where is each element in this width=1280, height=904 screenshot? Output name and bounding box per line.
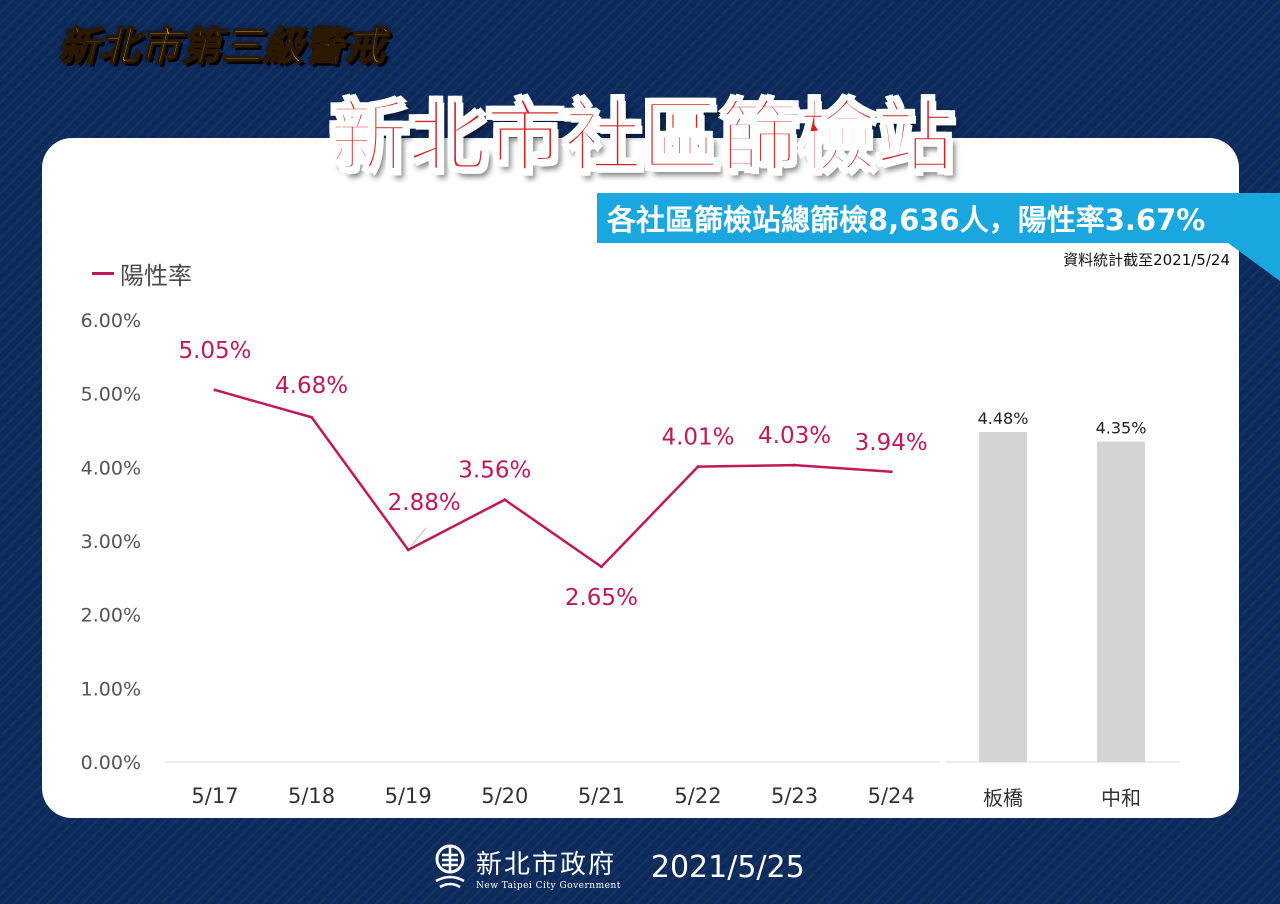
y-tick-label: 5.00% [81,384,141,406]
line-point [406,548,410,552]
bar-data-label: 4.35% [1096,419,1147,438]
line-data-label: 4.01% [661,425,734,451]
line-data-label: 4.03% [758,423,831,449]
y-tick-label: 3.00% [81,531,141,553]
new-taipei-city-logo-icon [435,844,465,889]
line-data-label: 4.68% [275,373,348,399]
line-point [213,388,217,392]
chart-legend: 陽性率 [92,256,192,291]
footer-date: 2021/5/25 [650,849,805,885]
x-tick-label: 5/17 [191,784,238,808]
line-point [889,470,893,474]
line-data-label: 3.56% [458,458,531,484]
y-tick-label: 4.00% [81,457,141,479]
footer: 新北市政府 New Taipei City Government 2021/5/… [432,838,805,896]
y-tick-label: 2.00% [81,605,141,627]
bar [979,431,1027,762]
x-tick-label: 5/20 [481,784,528,808]
positivity-rate-line [214,388,892,569]
bar-category-label: 中和 [1101,786,1141,810]
org-name: 新北市政府 [476,849,617,880]
x-tick-label: 5/19 [385,784,432,808]
line-data-label: 2.65% [565,585,638,611]
y-tick-label: 1.00% [81,678,141,700]
legend-line-swatch [92,272,114,275]
x-tick-label: 5/21 [578,784,625,808]
data-date-note: 資料統計截至2021/5/24 [1063,251,1230,269]
x-tick-label: 5/22 [674,784,721,808]
summary-banner-text: 各社區篩檢站總篩檢8,636人，陽性率3.67% [607,203,1206,237]
line-data-label: 5.05% [178,338,251,364]
data-label-leader [410,527,427,547]
x-tick-label: 5/18 [288,784,335,808]
summary-banner: 各社區篩檢站總篩檢8,636人，陽性率3.67% [597,193,1280,243]
bar-data-label: 4.48% [978,409,1029,428]
line-point [503,498,507,502]
line-data-label: 2.88% [388,490,461,516]
main-title: 新北市社區篩檢站 [329,92,955,184]
bar [1097,441,1145,762]
bar-category-label: 板橋 [983,786,1023,810]
banner-tail-shape [1228,243,1280,281]
line-point [599,565,603,569]
line-point [310,415,314,419]
line-point [793,463,797,467]
chart-card [42,138,1239,818]
x-tick-label: 5/23 [771,784,818,808]
line-data-label: 3.94% [855,430,928,456]
line-point [696,465,700,469]
legend-label: 陽性率 [120,262,192,290]
org-name-en: New Taipei City Government [476,880,621,891]
x-tick-label: 5/24 [868,784,915,808]
alert-level-title: 新北市第三級警戒 [57,23,386,71]
y-tick-label: 6.00% [81,310,141,332]
y-tick-label: 0.00% [81,752,141,774]
org-name-block: 新北市政府 New Taipei City Government [476,844,621,891]
